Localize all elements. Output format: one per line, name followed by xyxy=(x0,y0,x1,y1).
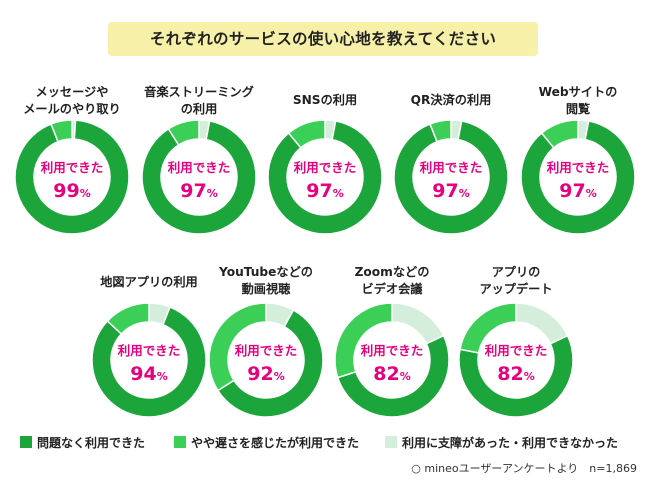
legend-item-slow-but-usable: やや遅さを感じたが利用できた xyxy=(174,433,359,451)
donut-slice-no-problem xyxy=(91,306,207,418)
donut-slice-slow-but-usable xyxy=(334,302,393,379)
donut-chart: 利用できた 94% xyxy=(91,302,207,418)
donut-slice-slow-but-usable xyxy=(287,119,326,149)
legend-label-no-problem: 問題なく利用できた xyxy=(37,435,146,450)
donut-title-line: アップデート xyxy=(479,282,553,296)
donut-center-label: 利用できた xyxy=(420,160,483,175)
donut-title-line: アプリの xyxy=(491,265,541,279)
donut-chart: 利用できた 99% xyxy=(14,119,130,235)
donut-title-line: SNSの利用 xyxy=(292,93,358,107)
donut-title: Zoomなどの ビデオ会議 xyxy=(317,264,467,298)
donut-center-value: 97% xyxy=(432,180,469,202)
donut-chart: 利用できた 92% xyxy=(208,302,324,418)
donut-center-label: 利用できた xyxy=(485,343,548,358)
legend-item-had-trouble: 利用に支障があった・利用できなかった xyxy=(385,433,618,451)
donut-slice-no-problem xyxy=(14,119,130,235)
donut-chart: 利用できた 82% xyxy=(334,302,450,418)
donut-slice-no-problem xyxy=(141,120,257,235)
donut-slice-slow-but-usable xyxy=(106,302,150,336)
donut-title-line: Webサイトの xyxy=(538,85,618,99)
legend-item-no-problem: 問題なく利用できた xyxy=(20,433,145,451)
donut-slice-had-trouble xyxy=(515,302,569,345)
donut-slice-slow-but-usable xyxy=(540,119,579,149)
donut-center-label: 利用できた xyxy=(168,160,231,175)
donut-title-line: メッセージや xyxy=(35,85,109,99)
donut-center-value: 97% xyxy=(559,180,596,202)
title-highlight-band xyxy=(108,22,538,56)
donut-chart: 利用できた 97% xyxy=(267,119,383,235)
donut-title-line: 動画視聴 xyxy=(241,282,291,296)
donut-center-value: 82% xyxy=(373,363,410,385)
donut-title: 音楽ストリーミング の利用 xyxy=(124,84,274,118)
donut-center-label: 利用できた xyxy=(41,160,104,175)
chart-title: それぞれのサービスの使い心地を教えてください xyxy=(149,30,497,48)
donut-title: QR決済の利用 xyxy=(376,92,526,109)
donut-chart: 利用できた 97% xyxy=(393,119,509,235)
donut-slice-had-trouble xyxy=(391,302,445,345)
donut-title-line: メールのやり取り xyxy=(23,102,121,116)
legend-label-had-trouble: 利用に支障があった・利用できなかった xyxy=(402,435,619,450)
donut-title-line: 音楽ストリーミング xyxy=(144,85,254,99)
donut-center-value: 94% xyxy=(130,363,167,385)
donut-slice-slow-but-usable xyxy=(50,119,73,143)
donut-title: Webサイトの 閲覧 xyxy=(503,84,653,118)
donut-title-line: YouTubeなどの xyxy=(219,265,313,279)
donut-chart: 利用できた 82% xyxy=(458,302,574,418)
donut-center-value: 97% xyxy=(180,180,217,202)
donut-center-value: 92% xyxy=(247,363,284,385)
donut-title: メッセージや メールのやり取り xyxy=(0,84,147,118)
donut-chart: 利用できた 97% xyxy=(520,119,636,235)
legend-swatch-slow-but-usable xyxy=(174,436,186,448)
donut-slice-slow-but-usable xyxy=(459,302,517,354)
donut-center-value: 97% xyxy=(306,180,343,202)
donut-slice-slow-but-usable xyxy=(429,119,452,143)
donut-slice-no-problem xyxy=(520,120,636,235)
donut-center-value: 82% xyxy=(497,363,534,385)
donut-slice-no-problem xyxy=(458,334,574,418)
donut-title-line: の利用 xyxy=(180,102,218,116)
donut-center-value: 99% xyxy=(53,180,90,202)
donut-chart: 利用できた 97% xyxy=(141,119,257,235)
donut-center-label: 利用できた xyxy=(361,343,424,358)
donut-slice-no-problem xyxy=(393,120,509,235)
donut-title-line: 地図アプリの利用 xyxy=(100,275,198,289)
donut-title-line: 閲覧 xyxy=(565,102,591,116)
donut-title: 地図アプリの利用 xyxy=(74,274,224,291)
donut-slice-no-problem xyxy=(267,120,383,235)
legend-swatch-had-trouble xyxy=(385,436,397,448)
donut-slice-no-problem xyxy=(336,334,450,418)
donut-center-label: 利用できた xyxy=(547,160,610,175)
donut-title: アプリのアップデート xyxy=(441,264,591,298)
donut-title: YouTubeなどの 動画視聴 xyxy=(191,264,341,298)
donut-title-line: Zoomなどの xyxy=(354,265,430,279)
donut-title: SNSの利用 xyxy=(250,92,400,109)
legend-swatch-no-problem xyxy=(20,436,32,448)
donut-center-label: 利用できた xyxy=(294,160,357,175)
donut-slice-no-problem xyxy=(216,309,324,418)
donut-center-label: 利用できた xyxy=(235,343,298,358)
donut-slice-slow-but-usable xyxy=(208,302,267,392)
source-note: ○ mineoユーザーアンケートより n=1,869 xyxy=(411,462,637,475)
donut-title-line: QR決済の利用 xyxy=(410,93,492,107)
legend-label-slow-but-usable: やや遅さを感じたが利用できた xyxy=(191,435,360,450)
donut-center-label: 利用できた xyxy=(118,343,181,358)
donut-title-line: ビデオ会議 xyxy=(361,282,423,296)
donut-slice-slow-but-usable xyxy=(167,119,200,146)
